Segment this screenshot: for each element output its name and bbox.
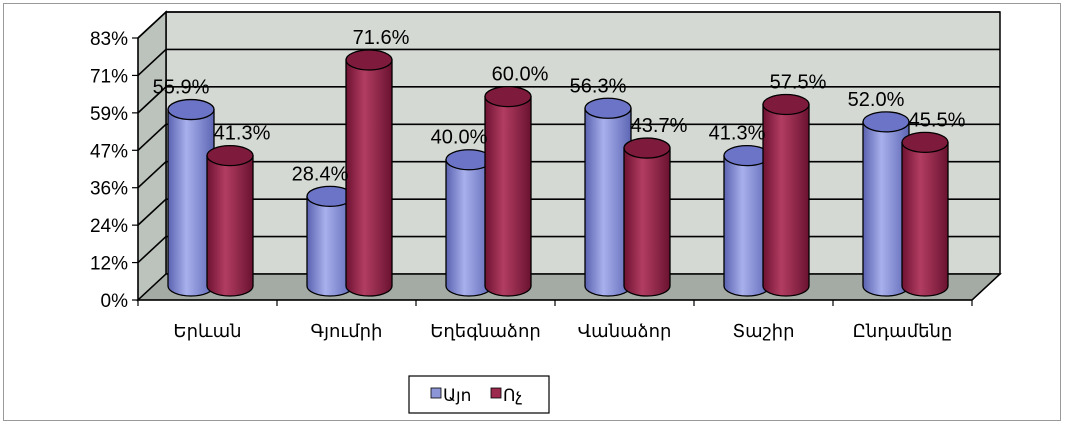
y-tick-label: 59% [90, 104, 128, 125]
legend-box [408, 375, 550, 414]
legend-swatch-series-1 [430, 387, 442, 399]
gridline [137, 160, 1000, 189]
y-axis: 0% 12% 24% 36% 47% 59% 71% 83% [90, 29, 139, 312]
data-label-2-2: 71.6% [353, 27, 410, 49]
y-tick-label: 0% [101, 291, 129, 312]
bar-2-1-top [206, 144, 254, 167]
data-label-2-5: 57.5% [770, 71, 827, 93]
x-tick-label: Եղեգնաձոր [430, 321, 541, 341]
bar-2-4-top [623, 137, 671, 159]
y-tick-label: 83% [90, 29, 128, 50]
bar-1-1-top [167, 98, 215, 121]
bar-2-2-body [345, 59, 393, 297]
data-labels: 55.9% 41.3% 28.4% 71.6% 40.0% 60.0% 56.3%43.7%… [153, 27, 966, 185]
legend-swatch-series-2 [490, 387, 502, 399]
bar-2-3-top [484, 85, 532, 108]
y-tick-label: 47% [90, 141, 128, 162]
gridline [137, 48, 1000, 77]
y-tick-label: 36% [90, 179, 128, 200]
data-label-2-3: 60.0% [492, 64, 549, 86]
gridline [137, 198, 1000, 226]
y-tick-label: 12% [90, 254, 128, 275]
bar-1-6-top [862, 111, 910, 133]
side-wall [137, 10, 167, 302]
bar-2-5-top [762, 93, 810, 116]
bar-2-4-body [623, 147, 671, 297]
data-label-1-6: 52.0% [848, 89, 905, 111]
gridline [137, 123, 1000, 151]
bar-2-2-top [345, 49, 393, 71]
bars [167, 49, 949, 297]
data-label-2-6: 45.5% [909, 109, 966, 131]
gridlines [137, 11, 1000, 264]
y-tick-label: 24% [90, 216, 128, 237]
x-tick-label: Տաշիր [732, 321, 794, 341]
legend-label-series-1: Այո [443, 386, 471, 405]
data-label-1-5: 41.3% [709, 123, 766, 145]
gridline [137, 11, 1000, 39]
x-tick-label: Վանաձոր [578, 321, 672, 341]
bar-2-3-body [484, 95, 532, 297]
data-label-2-4: 43.7% [631, 115, 688, 137]
x-axis-depth [971, 273, 1001, 301]
legend-label-series-2: Ոչ [503, 386, 522, 405]
data-label-1-1: 55.9% [153, 77, 210, 99]
bar-2-5-body [762, 103, 810, 297]
x-tick-label: Ընդամենը [853, 321, 953, 341]
data-label-1-2: 28.4% [292, 163, 349, 185]
x-tick-label: Երևան [173, 321, 241, 341]
y-tick-label: 71% [90, 66, 128, 87]
gridline [137, 235, 1000, 264]
data-label-1-4: 56.3% [570, 75, 627, 97]
bar-2-6-top [901, 131, 949, 154]
bar-2-6-body [901, 141, 949, 297]
data-label-2-1: 41.3% [214, 123, 271, 145]
x-axis: Երևան Գյումրի Եղեգնաձոր Վանաձոր Տաշիր Ընդամեն… [137, 273, 1001, 341]
data-label-1-3: 40.0% [431, 127, 488, 149]
bar-2-1-body [206, 154, 254, 297]
gridline [137, 86, 1000, 114]
x-tick-label: Գյումրի [311, 321, 383, 341]
bar-1-4-top [584, 97, 632, 119]
legend: Այո Ոչ [408, 375, 550, 414]
